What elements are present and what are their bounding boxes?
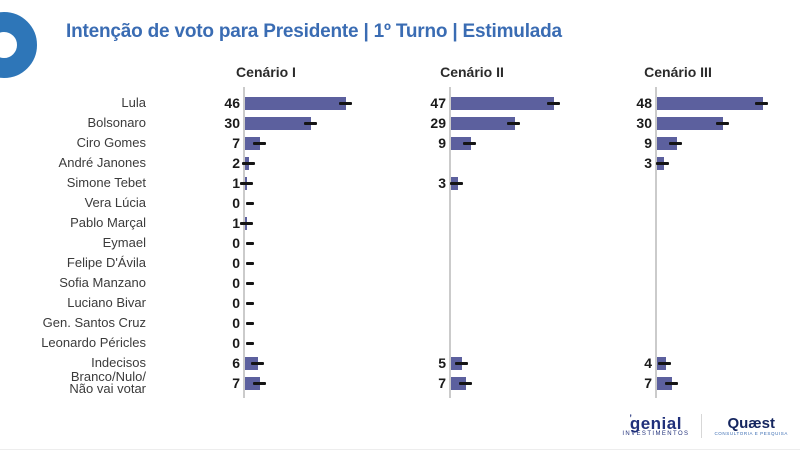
value-label: 0 bbox=[232, 275, 240, 291]
value-label: 0 bbox=[232, 235, 240, 251]
value-label: 7 bbox=[438, 375, 446, 391]
value-label: 0 bbox=[232, 255, 240, 271]
error-whisker bbox=[338, 101, 352, 105]
error-whisker bbox=[250, 361, 264, 365]
error-whisker bbox=[656, 161, 670, 165]
error-whisker bbox=[715, 121, 729, 125]
value-label: 0 bbox=[232, 315, 240, 331]
scenario-2-header: Cenário II bbox=[440, 64, 504, 80]
axis-line-scenario-1 bbox=[243, 87, 245, 398]
candidate-label: Felipe D'Ávila bbox=[66, 255, 146, 270]
error-whisker bbox=[239, 181, 253, 185]
error-whisker bbox=[252, 141, 266, 145]
error-whisker bbox=[546, 101, 560, 105]
error-whisker bbox=[252, 381, 266, 385]
candidate-label: Pablo Marçal bbox=[70, 215, 146, 230]
candidate-label: Luciano Bivar bbox=[67, 295, 146, 310]
genial-logo-subtext: investimentos bbox=[622, 430, 690, 437]
error-whisker bbox=[458, 381, 472, 385]
value-label: 4 bbox=[644, 355, 652, 371]
value-label: 0 bbox=[232, 335, 240, 351]
error-whisker bbox=[664, 381, 678, 385]
scenario-3-header: Cenário III bbox=[644, 64, 712, 80]
error-whisker bbox=[246, 261, 254, 265]
scenario-1-header: Cenário I bbox=[236, 64, 296, 80]
error-whisker bbox=[450, 181, 464, 185]
value-label: 48 bbox=[636, 95, 652, 111]
bar bbox=[245, 376, 261, 390]
genial-logo-text: ’ genial bbox=[629, 412, 682, 433]
error-whisker bbox=[303, 121, 317, 125]
value-label: 1 bbox=[232, 215, 240, 231]
candidate-label: Leonardo Péricles bbox=[41, 335, 146, 350]
candidate-label: Bolsonaro bbox=[87, 115, 146, 130]
value-label: 3 bbox=[644, 155, 652, 171]
error-whisker bbox=[246, 241, 254, 245]
page-title: Intenção de voto para Presidente | 1º Tu… bbox=[66, 21, 562, 42]
value-label: 7 bbox=[644, 375, 652, 391]
value-label: 29 bbox=[430, 115, 446, 131]
candidate-label: Eymael bbox=[102, 235, 146, 250]
footer-logos: ’ genial investimentos Quæst consultoria … bbox=[622, 412, 788, 438]
candidate-label: André Janones bbox=[58, 155, 146, 170]
value-label: 0 bbox=[232, 295, 240, 311]
logo-divider bbox=[701, 414, 703, 438]
value-label: 1 bbox=[232, 175, 240, 191]
value-label: 0 bbox=[232, 195, 240, 211]
bar bbox=[657, 136, 677, 150]
error-whisker bbox=[454, 361, 468, 365]
error-whisker bbox=[241, 161, 255, 165]
bar bbox=[657, 116, 723, 130]
value-label: 7 bbox=[232, 135, 240, 151]
error-whisker bbox=[246, 321, 254, 325]
genial-tick-mark: ’ bbox=[629, 412, 633, 423]
genial-logo: ’ genial investimentos bbox=[622, 412, 701, 437]
value-label: 7 bbox=[232, 375, 240, 391]
brand-ring-logo bbox=[0, 12, 37, 78]
error-whisker bbox=[669, 141, 683, 145]
value-label: 6 bbox=[232, 355, 240, 371]
bar bbox=[245, 96, 347, 110]
error-whisker bbox=[246, 341, 254, 345]
bar bbox=[451, 116, 515, 130]
bar bbox=[245, 136, 261, 150]
quaest-logo-text: Quæst bbox=[727, 414, 775, 432]
bar bbox=[245, 116, 311, 130]
value-label: 46 bbox=[224, 95, 240, 111]
error-whisker bbox=[507, 121, 521, 125]
candidate-label: Vera Lúcia bbox=[84, 195, 146, 210]
quaest-logo-subtext: consultoria e pesquisa bbox=[714, 430, 788, 436]
value-label: 5 bbox=[438, 355, 446, 371]
bar bbox=[451, 376, 467, 390]
candidate-label: Branco/Nulo/Não vai votar bbox=[69, 369, 146, 396]
candidate-label: Ciro Gomes bbox=[76, 135, 146, 150]
candidate-label: Lula bbox=[121, 95, 146, 110]
bar bbox=[451, 136, 471, 150]
error-whisker bbox=[658, 361, 672, 365]
bar bbox=[657, 376, 673, 390]
value-label: 3 bbox=[438, 175, 446, 191]
value-label: 9 bbox=[438, 135, 446, 151]
error-whisker bbox=[463, 141, 477, 145]
value-label: 47 bbox=[430, 95, 446, 111]
axis-line-scenario-3 bbox=[655, 87, 657, 398]
value-label: 9 bbox=[644, 135, 652, 151]
candidate-label: Sofia Manzano bbox=[59, 275, 146, 290]
candidate-label: Simone Tebet bbox=[66, 175, 146, 190]
bar bbox=[451, 96, 555, 110]
candidate-label: Indecisos bbox=[91, 355, 146, 370]
error-whisker bbox=[755, 101, 769, 105]
error-whisker bbox=[246, 301, 254, 305]
value-label: 30 bbox=[636, 115, 652, 131]
value-label: 30 bbox=[224, 115, 240, 131]
value-label: 2 bbox=[232, 155, 240, 171]
quaest-logo: Quæst consultoria e pesquisa bbox=[702, 414, 788, 436]
bar bbox=[657, 96, 763, 110]
error-whisker bbox=[246, 201, 254, 205]
error-whisker bbox=[246, 281, 254, 285]
candidate-label: Gen. Santos Cruz bbox=[42, 315, 146, 330]
axis-line-scenario-2 bbox=[449, 87, 451, 398]
error-whisker bbox=[239, 221, 253, 225]
